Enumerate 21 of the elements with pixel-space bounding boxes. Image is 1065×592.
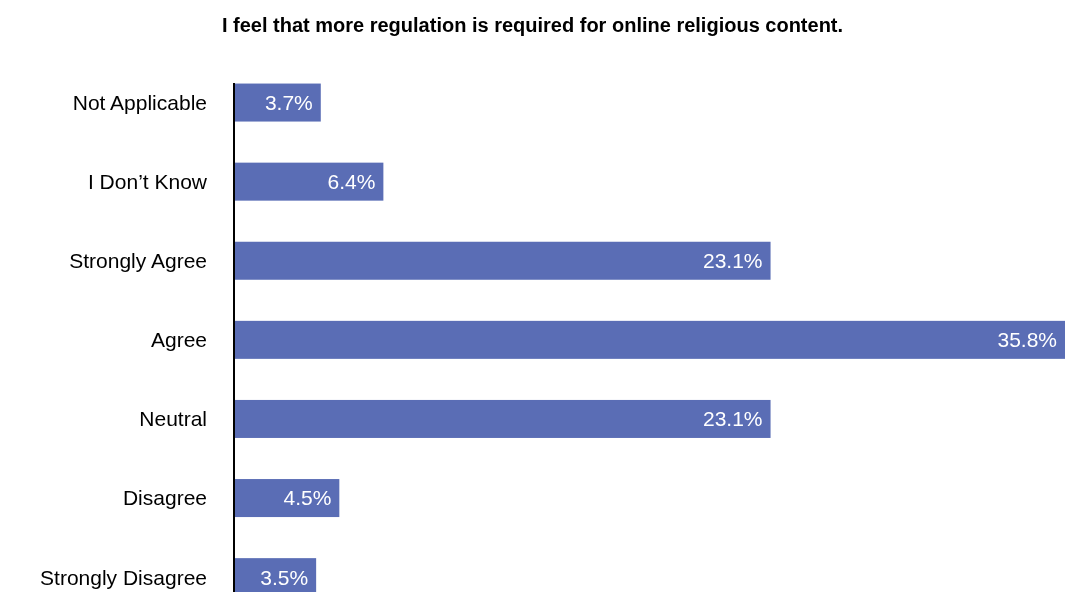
bar [235, 83, 321, 122]
bar [235, 320, 1065, 359]
y-tick-label: I Don’t Know [87, 170, 208, 193]
y-tick-label: Neutral [139, 407, 207, 431]
data-label: 4.5% [283, 486, 332, 510]
data-label: 6.4% [327, 170, 376, 193]
data-label: 23.1% [703, 249, 763, 273]
y-tick-label: Agree [150, 328, 207, 352]
data-label: 3.5% [260, 565, 309, 589]
data-label: 3.7% [264, 90, 313, 114]
bar [235, 162, 384, 201]
y-tick-label: Disagree [122, 486, 207, 510]
chart-title: I feel that more regulation is required for online religious content. [221, 14, 844, 36]
y-tick-label: Not Applicable [72, 90, 207, 114]
y-tick-label: Strongly Disagree [40, 565, 207, 589]
bar [235, 399, 771, 438]
data-label: 35.8% [997, 328, 1057, 352]
y-tick-label: Strongly Agree [69, 249, 207, 273]
data-label: 23.1% [703, 407, 763, 431]
bar [235, 241, 771, 280]
bar [235, 479, 340, 518]
